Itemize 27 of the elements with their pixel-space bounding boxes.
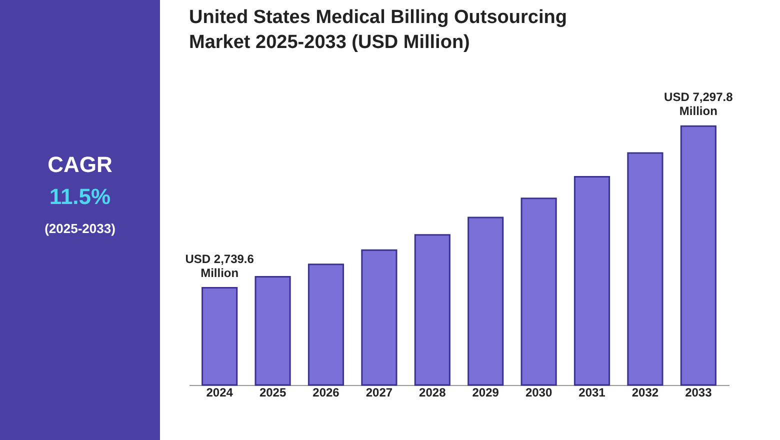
x-tick-label: 2030 (525, 386, 552, 400)
bar (520, 198, 557, 386)
x-tick-label: 2026 (312, 386, 340, 400)
x-tick-label: 2033 (685, 386, 712, 400)
bar (361, 249, 398, 386)
bar (414, 234, 450, 386)
x-tick-label: 2028 (419, 386, 446, 400)
bar (254, 276, 291, 386)
bar (308, 264, 344, 386)
bar (574, 176, 610, 386)
bar (680, 125, 716, 386)
text: (2025-2033) (44, 221, 116, 236)
x-tick-label: 2024 (206, 386, 234, 400)
x-tick-label: 2027 (366, 386, 393, 400)
x-tick-label: 2025 (259, 386, 286, 400)
x-tick-label: 2031 (578, 386, 606, 400)
bar (468, 216, 504, 386)
x-tick-label: 2029 (472, 386, 500, 400)
bar (202, 287, 238, 386)
text: Market 2025-2033 (USD Million) (189, 32, 470, 53)
x-tick-label: 2032 (632, 386, 659, 400)
bar (627, 152, 664, 386)
data-label: USD 2,739.6 Million (185, 252, 254, 280)
text: United States Medical Billing Outsourcing (189, 7, 567, 28)
text: 11.5% (49, 184, 111, 209)
data-label: USD 7,297.8 Million (664, 90, 734, 118)
text: CAGR (48, 152, 112, 177)
